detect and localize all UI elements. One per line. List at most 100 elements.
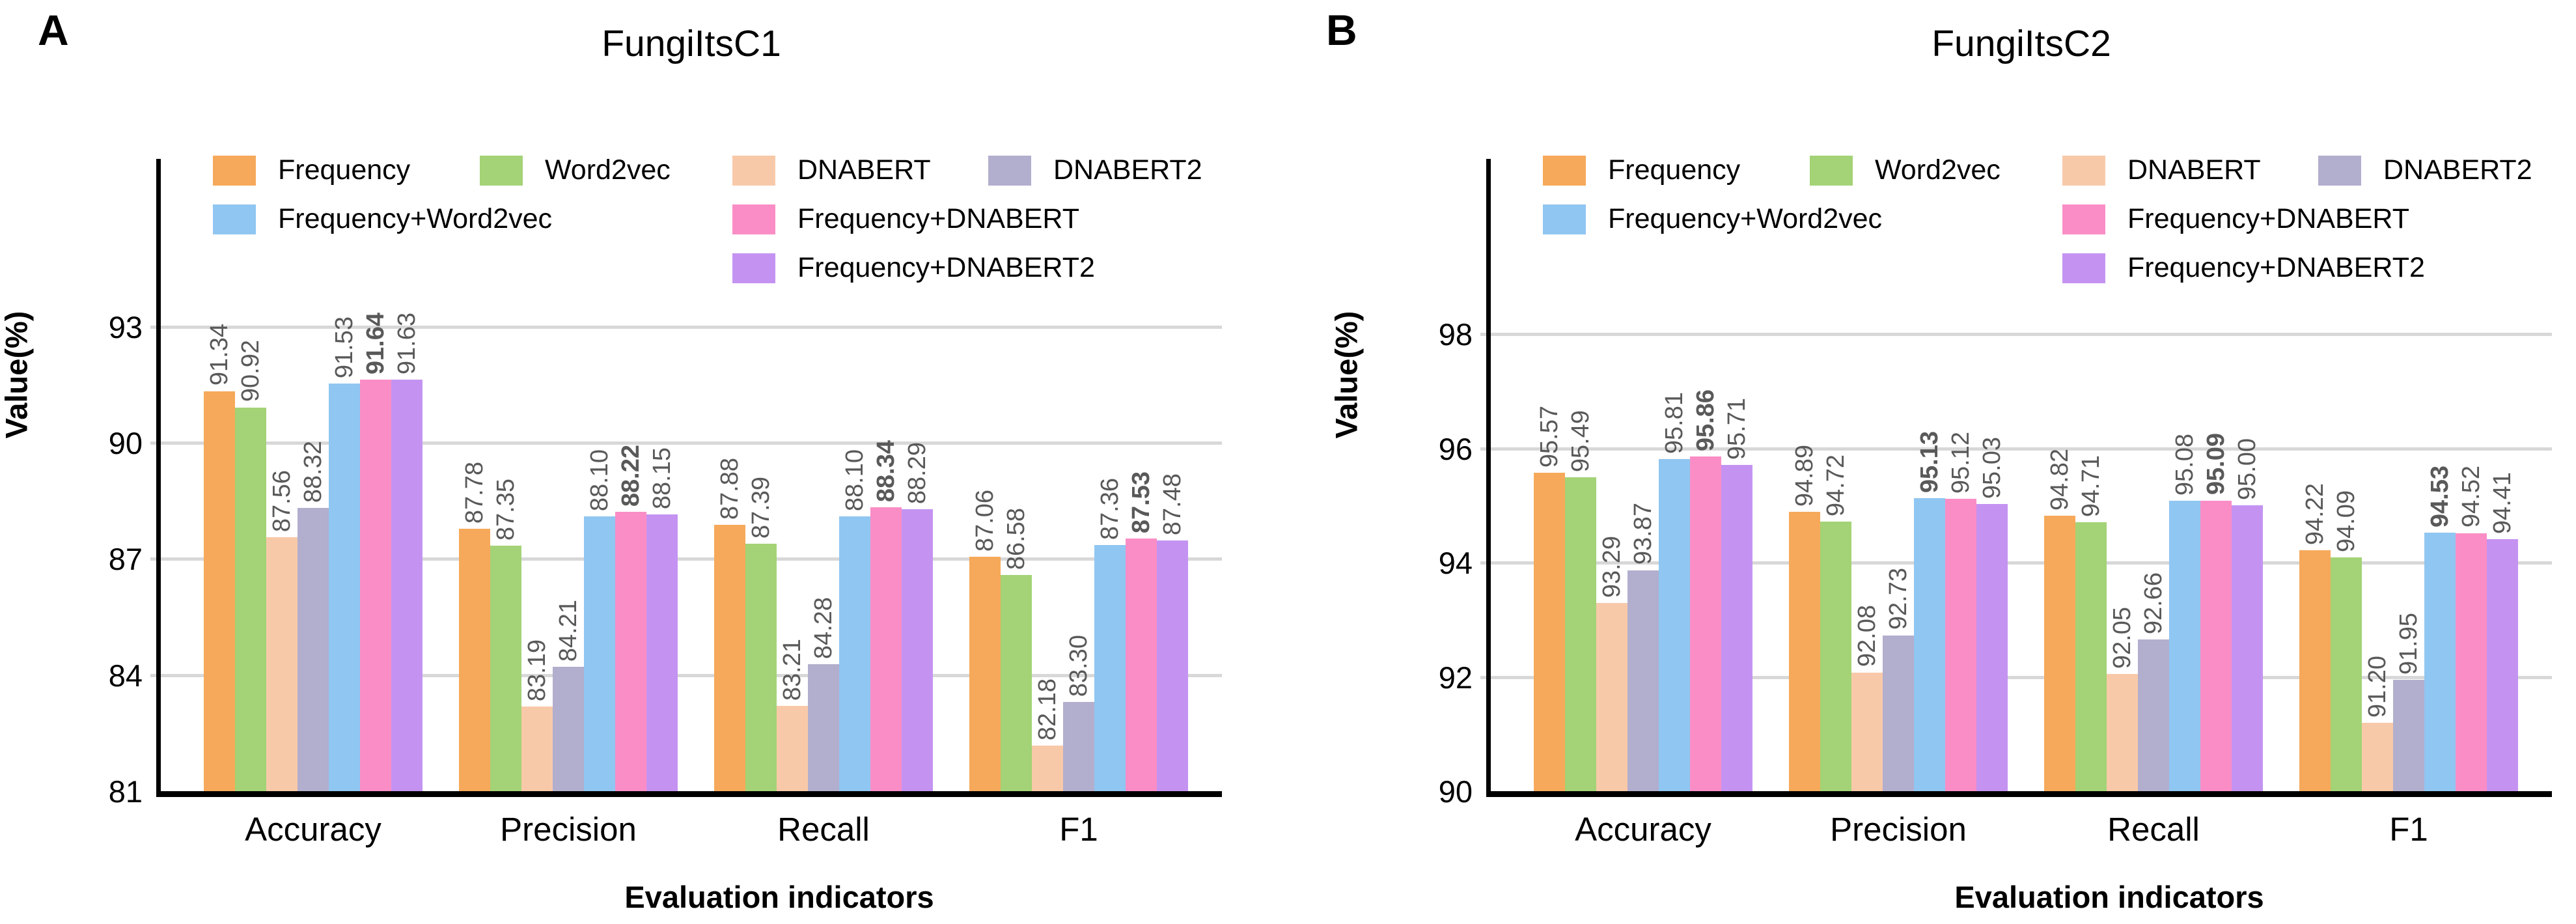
bar-value-label: 88.34: [872, 440, 900, 502]
legend-item-frequency: Frequency: [1543, 154, 1740, 186]
y-axis-line: [1486, 159, 1491, 797]
legend-label: DNABERT: [2127, 154, 2261, 186]
gridline-y-94: [1480, 561, 2552, 565]
bar-accuracy-frequency-plus-word2vec: [1659, 459, 1690, 791]
x-axis-line: [1486, 791, 2552, 797]
bar-precision-frequency-plus-dnabert: [615, 511, 646, 791]
bar-recall-frequency-plus-dnabert2: [2232, 505, 2263, 791]
plot-area: FungiItsC1 Value(%) 81 84 87 90 93 91.34 90.92 87…: [0, 23, 1222, 914]
bar-value-label: 87.36: [1096, 477, 1124, 540]
bar-value-label: 87.53: [1128, 471, 1155, 533]
bar-f1-word2vec: [1001, 575, 1032, 791]
bar-recall-dnabert2: [808, 664, 839, 791]
legend-swatch-icon: [2062, 155, 2105, 186]
y-tick-label: 90: [1438, 774, 1473, 809]
bar-f1-frequency-plus-dnabert2: [1157, 540, 1188, 791]
legend-label: Word2vec: [545, 154, 671, 186]
bar-recall-frequency-plus-word2vec: [2169, 501, 2200, 791]
legend-label: Frequency+Word2vec: [278, 203, 553, 234]
bar-precision-frequency: [1789, 512, 1820, 791]
bar-value-label: 95.08: [2171, 434, 2198, 496]
y-tick-label: 90: [108, 426, 143, 461]
bar-accuracy-frequency: [1534, 473, 1565, 791]
legend-label: Frequency+DNABERT2: [2127, 252, 2425, 283]
bar-accuracy-dnabert: [1596, 603, 1627, 791]
bar-value-label: 93.87: [1629, 503, 1657, 565]
bar-precision-dnabert: [1851, 672, 1883, 791]
bar-value-label: 87.78: [461, 462, 488, 524]
legend-label: Word2vec: [1875, 154, 2001, 186]
bar-value-label: 94.41: [2489, 472, 2516, 535]
bar-precision-frequency: [459, 529, 490, 791]
legend-item-frequency-plus-dnabert2: Frequency+DNABERT2: [732, 252, 1095, 284]
x-axis-line: [156, 791, 1222, 797]
bar-value-label: 95.13: [1916, 430, 1943, 494]
bar-recall-word2vec: [2075, 522, 2107, 791]
panel-letter: B: [1326, 6, 1357, 54]
bar-value-label: 95.12: [1947, 431, 1974, 494]
legend-swatch-icon: [2062, 253, 2105, 283]
legend-swatch-icon: [213, 204, 256, 234]
legend-item-dnabert: DNABERT: [732, 154, 931, 186]
bar-value-label: 93.29: [1598, 536, 1626, 598]
bar-precision-frequency-plus-word2vec: [1914, 498, 1945, 791]
bar-value-label: 91.53: [331, 316, 358, 379]
gridline-y-93: [150, 325, 1222, 329]
bar-recall-dnabert: [777, 705, 808, 791]
x-axis-title: Evaluation indicators: [624, 880, 934, 914]
bar-precision-frequency-plus-dnabert2: [646, 514, 678, 791]
bar-value-label: 88.10: [841, 449, 868, 512]
bar-recall-dnabert2: [2138, 639, 2169, 791]
legend-item-frequency: Frequency: [213, 154, 410, 186]
legend-item-frequency-plus-word2vec: Frequency+Word2vec: [213, 203, 552, 235]
chart-panel-b: B FungiItsC2 Value(%) 90 92 94 96 98 95.57 95.49 9…: [1288, 0, 2576, 924]
legend-label: DNABERT2: [2383, 154, 2532, 186]
bar-f1-dnabert2: [2393, 679, 2424, 791]
legend-label: DNABERT2: [1053, 154, 1202, 186]
bar-precision-dnabert2: [553, 667, 584, 791]
bar-value-label: 92.05: [2109, 607, 2136, 669]
bar-accuracy-dnabert2: [298, 508, 329, 791]
bar-value-label: 94.22: [2301, 483, 2329, 545]
legend-item-frequency-plus-word2vec: Frequency+Word2vec: [1543, 203, 1882, 235]
y-tick-label: 94: [1438, 546, 1473, 581]
bar-value-label: 94.72: [1822, 454, 1849, 516]
bar-value-label: 92.08: [1853, 605, 1881, 667]
bar-value-label: 95.71: [1723, 398, 1751, 460]
bar-f1-frequency-plus-word2vec: [1094, 545, 1126, 791]
bar-f1-frequency-plus-dnabert: [1126, 538, 1157, 791]
bar-precision-word2vec: [1820, 521, 1851, 791]
y-tick-label: 84: [108, 658, 143, 693]
x-tick-label-precision: Precision: [500, 811, 637, 848]
bar-f1-frequency: [2299, 550, 2331, 791]
legend-label: DNABERT: [797, 154, 931, 186]
legend-item-frequency-plus-dnabert: Frequency+DNABERT: [732, 203, 1079, 235]
y-tick-label: 81: [108, 774, 143, 809]
legend-label: Frequency: [1608, 154, 1741, 186]
x-axis-title: Evaluation indicators: [1954, 880, 2264, 914]
plot-area: FungiItsC2 Value(%) 90 92 94 96 98 95.57 95.49 93…: [1329, 23, 2552, 914]
bar-value-label: 92.66: [2140, 572, 2167, 634]
legend-swatch-icon: [732, 155, 775, 186]
bar-value-label: 88.32: [299, 440, 327, 503]
bar-value-label: 88.10: [586, 449, 613, 512]
y-axis-title: Value(%): [0, 311, 34, 438]
legend-item-frequency-plus-dnabert2: Frequency+DNABERT2: [2062, 252, 2425, 284]
bar-accuracy-word2vec: [1565, 477, 1596, 791]
bar-value-label: 88.29: [904, 441, 931, 504]
bar-value-label: 94.53: [2426, 465, 2454, 527]
bar-precision-frequency-plus-word2vec: [584, 516, 615, 791]
bar-accuracy-frequency-plus-dnabert2: [1721, 465, 1752, 791]
bar-value-label: 95.81: [1661, 392, 1688, 455]
bar-value-label: 95.86: [1692, 389, 1719, 451]
legend-item-frequency-plus-dnabert: Frequency+DNABERT: [2062, 203, 2409, 235]
bar-value-label: 94.52: [2458, 466, 2485, 528]
y-tick-label: 87: [108, 542, 143, 577]
bar-recall-word2vec: [745, 544, 777, 791]
legend-swatch-icon: [732, 253, 775, 283]
bar-precision-dnabert: [521, 706, 553, 791]
legend-swatch-icon: [2062, 204, 2105, 234]
bar-value-label: 83.19: [523, 639, 551, 701]
bar-accuracy-dnabert2: [1627, 570, 1659, 791]
